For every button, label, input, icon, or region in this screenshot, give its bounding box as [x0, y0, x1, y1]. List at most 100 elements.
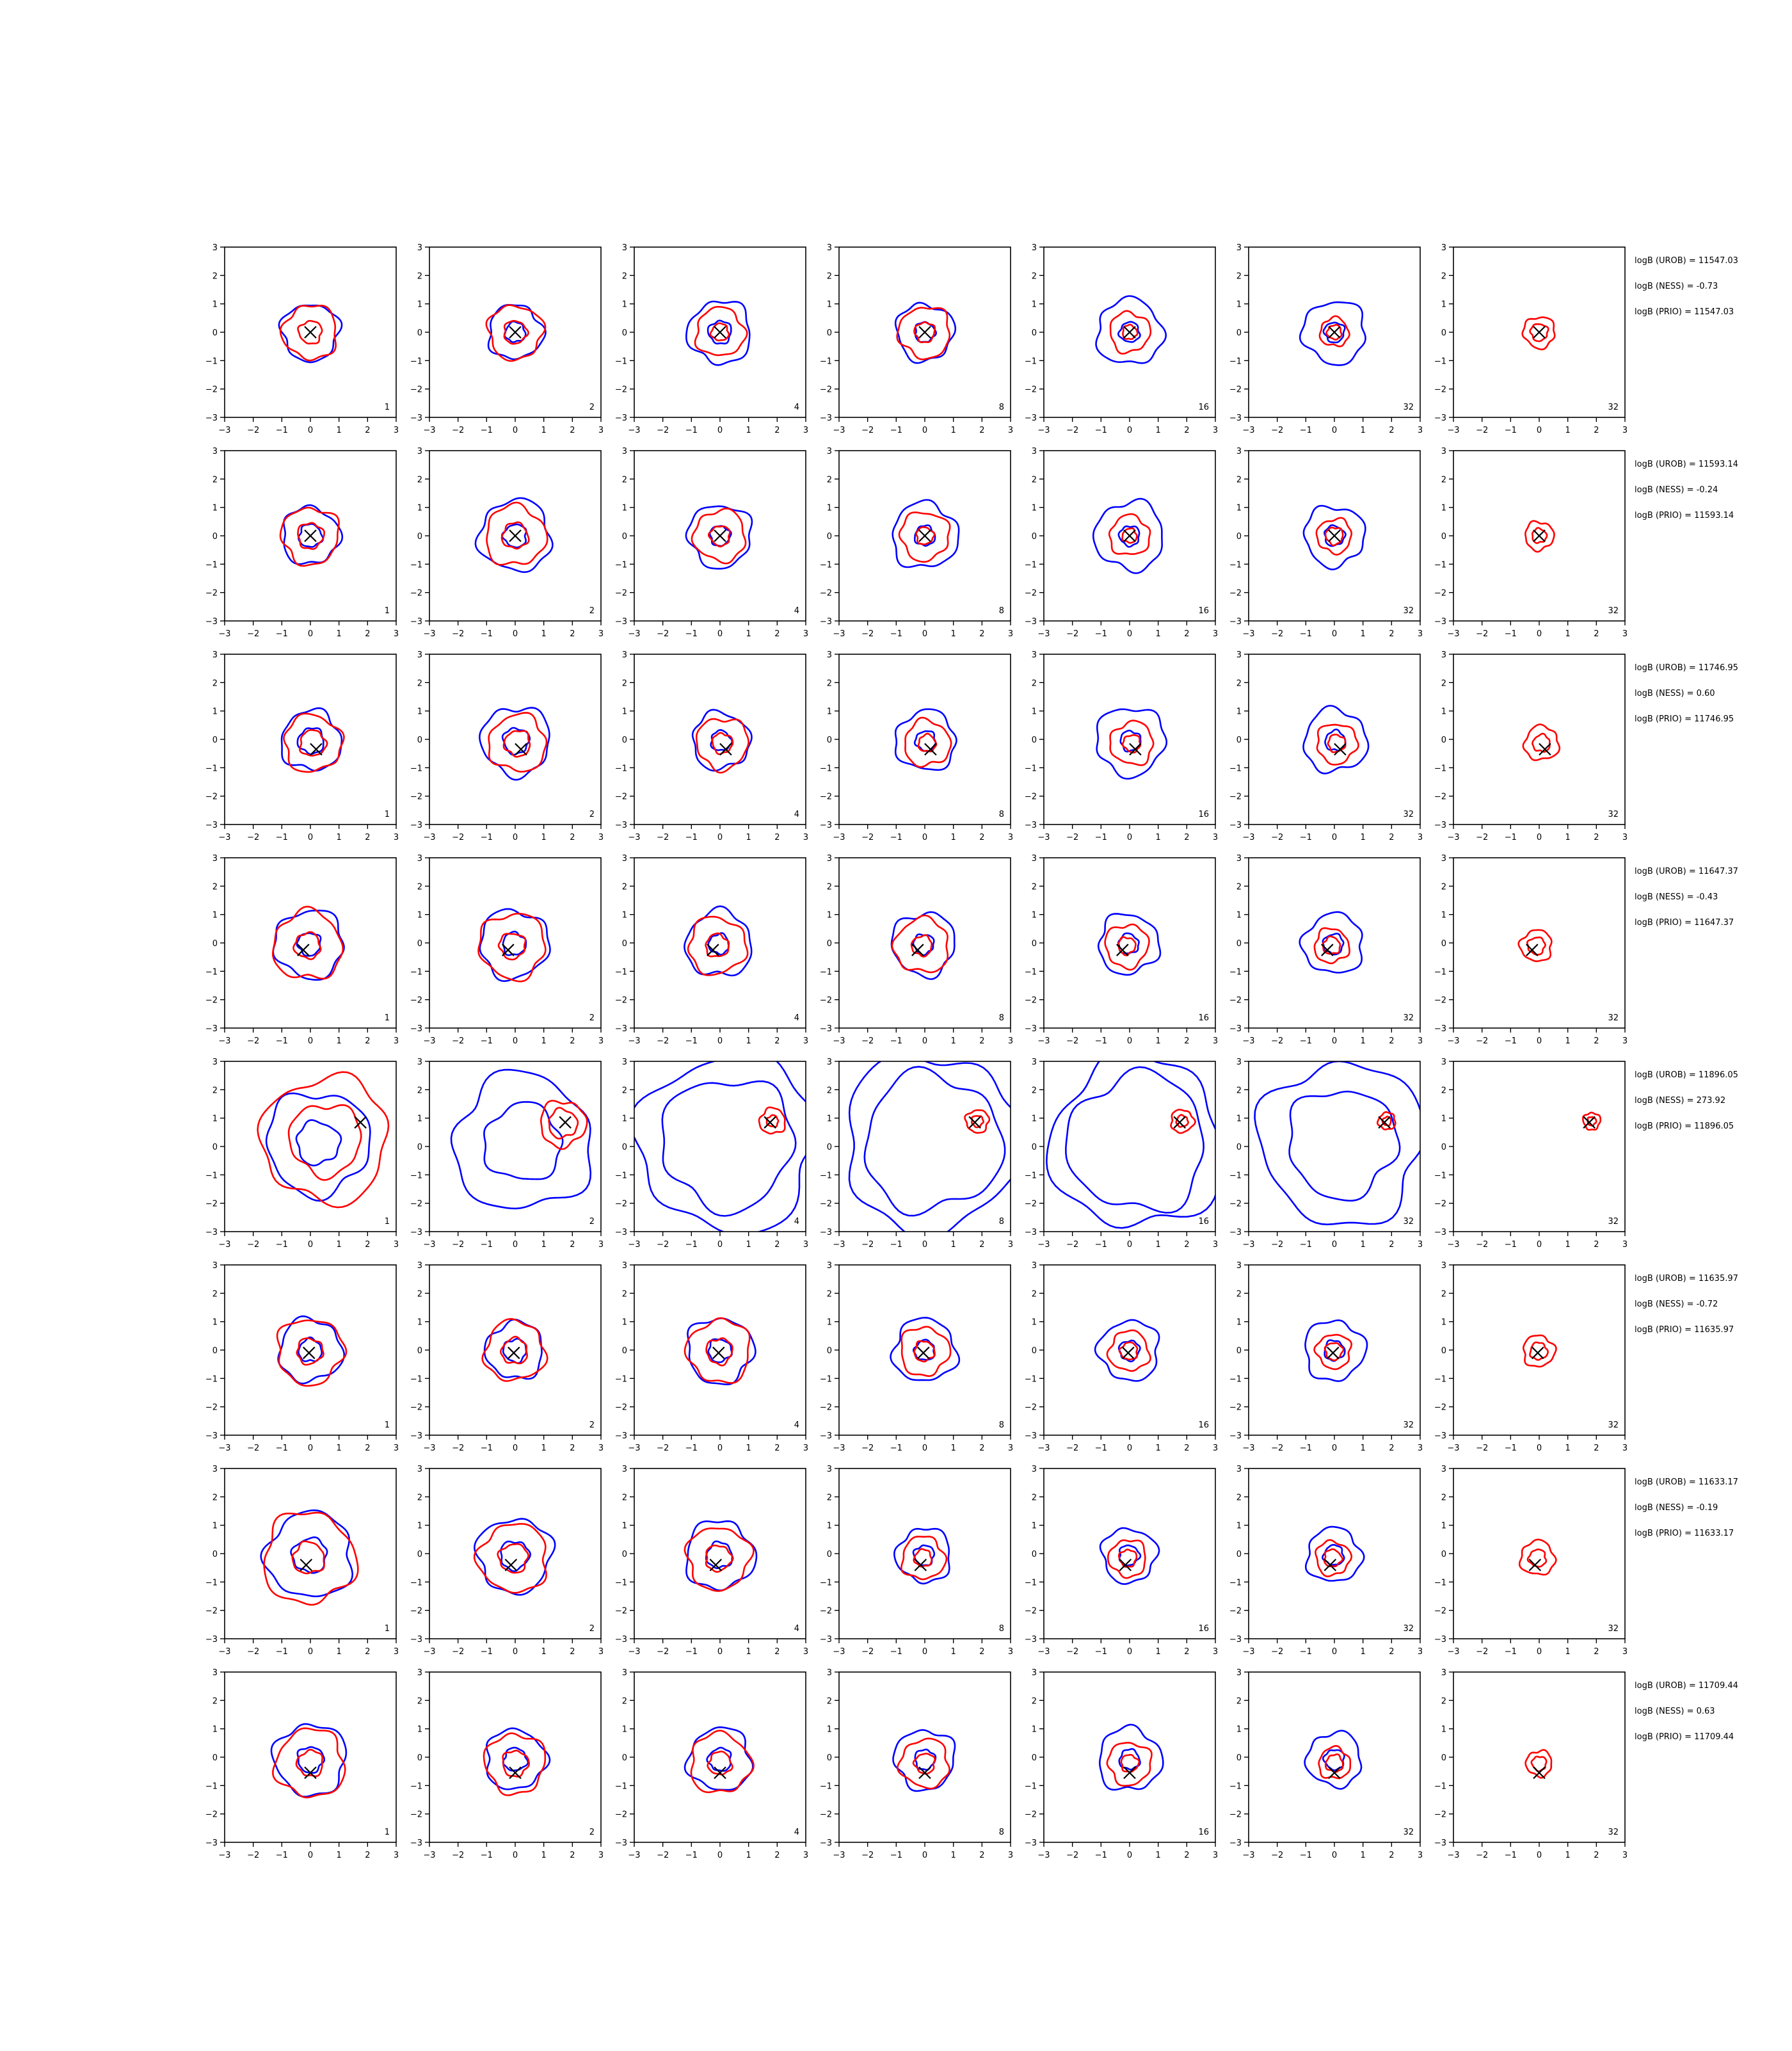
true-value-marker: [968, 1116, 981, 1129]
x-tick-label: 3: [1418, 1444, 1423, 1453]
subplot-r4-c1: −3 3 −2 2 −1 1 0 0 1 −1 2 −2 3 −3 2: [410, 1058, 604, 1250]
y-tick-label: 3: [622, 447, 627, 456]
y-tick-label: 2: [622, 679, 627, 688]
subplot-r5-c2: −3 3 −2 2 −1 1 0 0 1 −1 2 −2 3 −3 4: [615, 1261, 808, 1453]
contour-group: [479, 707, 550, 781]
y-tick-label: 0: [622, 736, 627, 745]
red-contour-line: [483, 1732, 547, 1796]
y-tick-label: 2: [1236, 882, 1242, 892]
x-tick-label: 1: [1565, 426, 1571, 435]
x-tick-label: 0: [308, 833, 313, 842]
x-tick-label: 3: [1213, 426, 1218, 435]
x-tick-label: −2: [861, 426, 874, 435]
y-tick-label: 1: [1236, 1522, 1242, 1531]
red-contour-line: [1323, 1548, 1343, 1568]
y-tick-label: −2: [615, 792, 627, 802]
x-tick-label: −2: [1476, 1036, 1488, 1046]
panel-count-label: 4: [794, 1013, 799, 1023]
subplot-r4-c6: −3 3 −2 2 −1 1 0 0 1 −1 2 −2 3 −3 32: [1434, 1058, 1628, 1250]
x-tick-label: 0: [922, 1851, 927, 1860]
y-tick-label: 2: [622, 1493, 627, 1502]
panel-count-label: 32: [1403, 1624, 1414, 1634]
x-tick-label: 3: [1622, 1444, 1628, 1453]
y-tick-label: 0: [417, 1753, 422, 1763]
blue-contour-line: [1097, 913, 1162, 976]
subplot-r3-c0: −3 3 −2 2 −1 1 0 0 1 −1 2 −2 3 −3 1: [205, 854, 399, 1046]
evidence-label: logB (PRIO) = 11593.14: [1635, 511, 1734, 520]
x-tick-label: −3: [423, 1851, 435, 1860]
contour-group: [685, 505, 753, 570]
red-contour-line: [913, 321, 936, 344]
x-tick-label: −2: [1066, 629, 1078, 639]
axes-frame: [634, 1264, 806, 1436]
x-tick-label: 3: [1418, 1036, 1423, 1046]
y-tick-label: 2: [1236, 1493, 1242, 1502]
x-tick-label: 2: [570, 833, 575, 842]
red-contour-line: [283, 712, 345, 773]
x-tick-label: 0: [513, 629, 518, 639]
x-tick-label: −2: [657, 1240, 669, 1250]
x-tick-label: 1: [951, 1036, 956, 1046]
y-tick-label: 0: [622, 1550, 627, 1559]
x-tick-label: 3: [1213, 833, 1218, 842]
red-contour-line: [1107, 1539, 1146, 1579]
y-tick-label: −1: [820, 1782, 832, 1791]
x-tick-label: 3: [598, 426, 604, 435]
red-contour-line: [473, 1523, 547, 1594]
y-tick-label: 0: [212, 328, 218, 338]
true-value-marker: [1328, 1766, 1341, 1780]
contour-group: [1096, 708, 1167, 780]
blue-contour-line: [912, 933, 935, 956]
x-tick-label: −2: [861, 1647, 874, 1657]
y-tick-label: 2: [212, 1493, 218, 1502]
x-tick-label: 0: [717, 1851, 723, 1860]
x-tick-label: −3: [833, 833, 845, 842]
red-contour-line: [296, 1337, 324, 1366]
panel-count-label: 1: [385, 1420, 390, 1430]
subplot-r0-c5: −3 3 −2 2 −1 1 0 0 1 −1 2 −2 3 −3 32: [1229, 243, 1423, 435]
y-tick-label: −3: [410, 1228, 422, 1237]
contour-group: [890, 911, 956, 980]
y-tick-label: −1: [205, 1374, 218, 1384]
x-tick-label: −2: [1271, 1036, 1283, 1046]
y-tick-label: 0: [212, 939, 218, 949]
x-tick-label: −2: [1476, 1444, 1488, 1453]
subplot-r2-c5: −3 3 −2 2 −1 1 0 0 1 −1 2 −2 3 −3 32: [1229, 650, 1423, 842]
contour-group: [1092, 497, 1164, 574]
x-tick-label: 3: [1213, 1444, 1218, 1453]
y-tick-label: −3: [1229, 1228, 1242, 1237]
x-tick-label: −2: [452, 1851, 464, 1860]
x-tick-label: 1: [746, 1851, 751, 1860]
y-tick-label: 2: [1032, 1086, 1037, 1095]
y-tick-label: 3: [1441, 1058, 1446, 1067]
y-tick-label: −2: [1229, 1403, 1242, 1413]
y-tick-label: 0: [1441, 939, 1446, 949]
x-tick-label: −1: [890, 629, 902, 639]
contour-group: [1299, 911, 1363, 974]
y-tick-label: 2: [1032, 882, 1037, 892]
true-value-marker: [559, 1116, 572, 1129]
contour-group: [1095, 295, 1167, 364]
y-tick-label: −1: [820, 357, 832, 366]
y-tick-label: 0: [622, 328, 627, 338]
x-tick-label: 0: [1332, 1647, 1337, 1657]
y-tick-label: −3: [1229, 1024, 1242, 1034]
y-tick-label: −3: [1434, 1838, 1446, 1848]
x-tick-label: 1: [541, 629, 547, 639]
blue-contour-line: [890, 1317, 961, 1381]
y-tick-label: −2: [410, 1403, 422, 1413]
evidence-label: logB (UROB) = 11547.03: [1635, 256, 1738, 266]
y-tick-label: −1: [615, 560, 627, 570]
x-tick-label: −2: [452, 1647, 464, 1657]
panel-count-label: 16: [1198, 403, 1209, 412]
evidence-label: logB (NESS) = 273.92: [1635, 1096, 1725, 1106]
true-value-marker: [707, 944, 719, 956]
y-tick-label: −1: [205, 764, 218, 773]
true-value-marker: [764, 1116, 776, 1129]
panel-count-label: 4: [794, 403, 799, 412]
y-tick-label: −2: [1434, 1403, 1446, 1413]
x-tick-label: −1: [481, 1240, 493, 1250]
x-tick-label: 0: [717, 1240, 723, 1250]
x-tick-label: 1: [1565, 1647, 1571, 1657]
x-tick-label: −3: [1447, 1444, 1459, 1453]
